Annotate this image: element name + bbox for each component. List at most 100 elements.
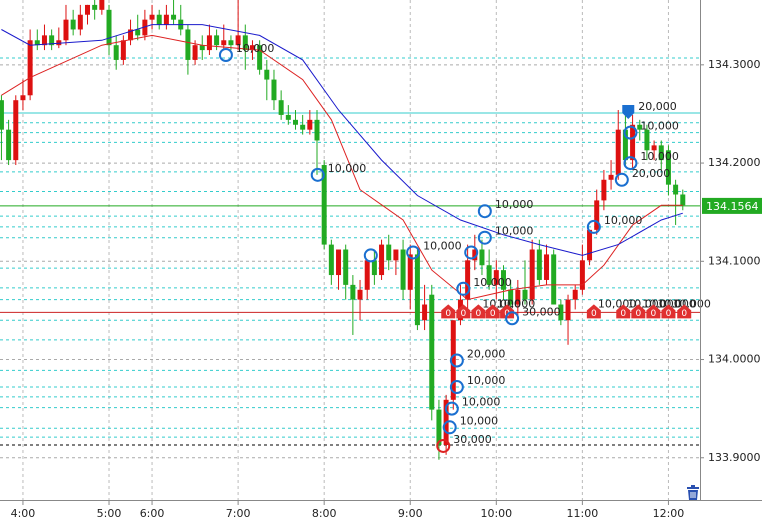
candle-body: [558, 304, 564, 321]
candle-body: [522, 289, 528, 300]
candle-body: [13, 100, 19, 161]
marker-label: 10,000: [473, 276, 512, 289]
candle-body: [206, 35, 212, 51]
trade-marker: [456, 281, 471, 296]
candle-body: [20, 95, 26, 101]
candle-body: [572, 289, 578, 300]
marker-label: 10,000: [328, 162, 367, 175]
candle-body: [56, 40, 62, 46]
candle-body: [135, 29, 141, 36]
candle-body: [364, 260, 370, 290]
order-pin: [586, 304, 601, 319]
marker-label: 10,000: [467, 374, 506, 387]
trade-marker: [310, 167, 325, 182]
candle-body: [99, 0, 105, 10]
candle-body: [199, 45, 205, 51]
order-pin: [471, 304, 486, 319]
trade-marker: [464, 245, 479, 260]
candle-body: [278, 100, 284, 115]
order-pin: [500, 304, 515, 319]
candle-body: [436, 409, 442, 445]
candle-body: [27, 40, 33, 96]
trade-marker: [406, 245, 421, 260]
order-pin: [646, 304, 661, 319]
candle-body: [500, 270, 506, 290]
marker-label: 20,000: [467, 348, 506, 361]
trade-marker: [442, 420, 457, 435]
order-label: 0: [651, 309, 657, 319]
candle-body: [192, 45, 198, 60]
candle-body: [529, 249, 535, 300]
marker-label: 30,000: [453, 433, 492, 446]
candle-body: [594, 200, 600, 230]
candle-body: [644, 129, 650, 151]
marker-label: 10,000: [640, 120, 679, 133]
candle-body: [235, 35, 241, 46]
marker-label: 30,000: [522, 305, 561, 318]
candle-body: [343, 249, 349, 285]
candle-body: [393, 249, 399, 261]
candle-body: [450, 320, 456, 400]
candle-body: [328, 244, 334, 276]
candle-body: [264, 69, 270, 80]
marker-pin: [622, 104, 635, 119]
marker-label: 20,000: [632, 167, 671, 180]
candle-body: [185, 29, 191, 60]
candle-body: [422, 304, 428, 321]
candle-body: [565, 299, 571, 321]
order-label: 0: [666, 309, 672, 319]
marker-label: 10,000: [236, 42, 274, 55]
marker-label: 10,000: [495, 198, 534, 211]
candle-body: [601, 179, 607, 201]
order-pin: [616, 304, 631, 319]
candle-body: [371, 260, 377, 276]
candle-body: [386, 244, 392, 261]
candle-body: [400, 249, 406, 290]
candle-body: [285, 114, 291, 120]
trade-marker: [477, 230, 492, 245]
candle-body: [357, 289, 363, 300]
candle-body: [307, 119, 313, 130]
candle-body: [156, 14, 162, 25]
candle-body: [163, 14, 169, 25]
marker-label: 10,000: [495, 225, 534, 238]
candle-body: [249, 45, 255, 51]
candle-body: [551, 254, 557, 305]
candle-body: [63, 19, 69, 41]
candle-body: [414, 254, 420, 326]
x-tick-label: 7:00: [226, 507, 251, 520]
order-label: 0: [490, 309, 496, 319]
x-tick-label: 5:00: [97, 507, 122, 520]
y-tick-label: 134.0000: [708, 353, 761, 366]
candle-body: [515, 289, 521, 305]
trade-marker: [218, 48, 233, 63]
order-pin: [441, 304, 456, 319]
candle-body: [465, 260, 471, 300]
candle-body: [228, 40, 234, 46]
x-tick-label: 12:00: [653, 507, 685, 520]
candle-body: [221, 40, 227, 46]
y-tick-label: 134.1000: [708, 254, 761, 267]
candle-body: [214, 35, 220, 46]
moving-average: [1, 24, 683, 256]
candle-body: [257, 45, 263, 70]
order-pin: [456, 304, 471, 319]
candle-body: [120, 40, 126, 60]
order-label: 0: [620, 309, 626, 319]
candle-body: [292, 119, 298, 125]
order-pin: [631, 304, 646, 319]
x-tick-label: 9:00: [398, 507, 423, 520]
candle-body: [300, 124, 306, 130]
candle-body: [637, 124, 643, 130]
marker-label: 10,000: [460, 414, 499, 427]
candle-body: [149, 14, 155, 20]
y-tick-label: 134.3000: [708, 58, 761, 71]
candle-body: [536, 249, 542, 280]
candle-body: [486, 265, 492, 285]
candle-body: [608, 174, 614, 180]
trash-icon[interactable]: [687, 485, 699, 500]
x-tick-label: 4:00: [11, 507, 36, 520]
y-tick-label: 133.9000: [708, 451, 761, 464]
trade-marker: [586, 219, 601, 234]
